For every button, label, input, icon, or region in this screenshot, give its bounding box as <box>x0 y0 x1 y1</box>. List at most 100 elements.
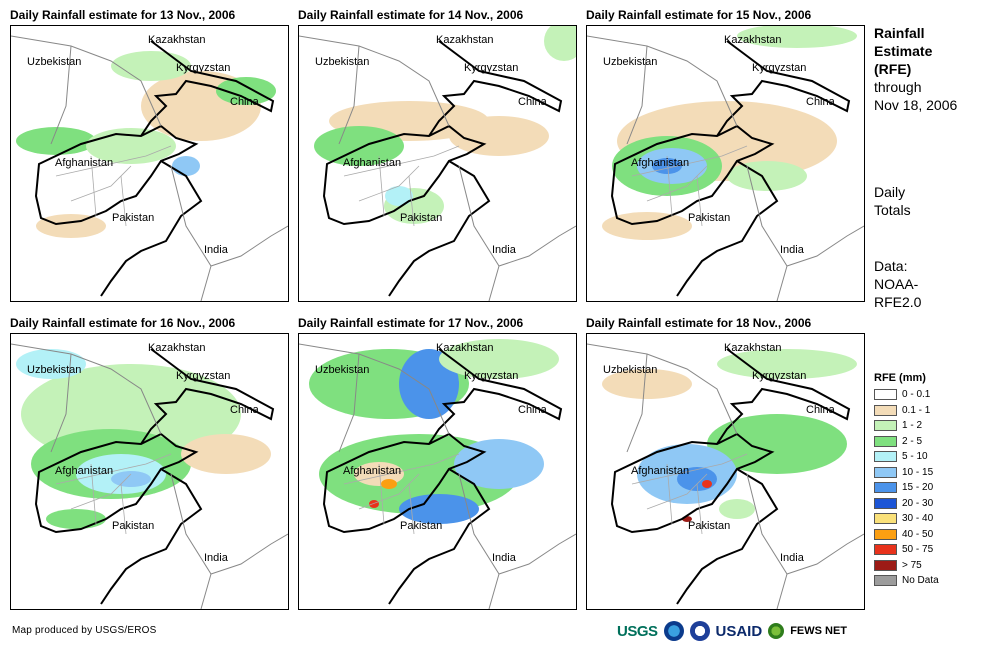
credit: Map produced by USGS/EROS <box>12 625 157 636</box>
roads <box>631 453 748 535</box>
admin-borders <box>299 35 576 301</box>
label-afghanistan: Afghanistan <box>343 157 402 169</box>
legend-item: 1 - 2 <box>874 418 939 434</box>
afghanistan-border <box>610 348 851 605</box>
label-kazakhstan: Kazakhstan <box>148 342 206 354</box>
data-label: Data: <box>874 258 908 274</box>
legend-label: > 75 <box>902 559 922 571</box>
legend-title: RFE (mm) <box>874 372 926 384</box>
label-kazakhstan: Kazakhstan <box>148 34 206 46</box>
totals-label: Totals <box>874 202 911 218</box>
label-pakistan: Pakistan <box>688 212 731 224</box>
usgs-logo: USGS <box>617 622 658 640</box>
legend-swatch <box>874 389 897 401</box>
label-pakistan: Pakistan <box>112 520 155 532</box>
label-india: India <box>492 552 516 564</box>
label-kazakhstan: Kazakhstan <box>436 342 494 354</box>
roads <box>343 145 460 227</box>
legend-swatch <box>874 528 897 540</box>
label-china: China <box>230 404 259 416</box>
roads <box>631 145 748 227</box>
admin-borders <box>11 35 288 301</box>
rain-patches <box>314 26 576 224</box>
rainfall-map: Kazakhstan Uzbekistan Kyrgyzstan China A… <box>298 333 577 610</box>
label-china: China <box>518 404 547 416</box>
label-china: China <box>518 96 547 108</box>
label-pakistan: Pakistan <box>688 520 731 532</box>
panel-title: Daily Rainfall estimate for 14 Nov., 200… <box>298 8 524 22</box>
daily-totals: Daily Totals <box>874 183 911 219</box>
rain-patches <box>602 26 857 240</box>
title-date: Nov 18, 2006 <box>874 97 958 113</box>
label-kyrgyzstan: Kyrgyzstan <box>752 370 807 382</box>
legend-swatch <box>874 466 897 478</box>
panel-title: Daily Rainfall estimate for 18 Nov., 200… <box>586 316 812 330</box>
data-source: Data: NOAA- RFE2.0 <box>874 257 921 311</box>
afghanistan-border <box>322 40 563 297</box>
title-line-1: Rainfall <box>874 25 925 41</box>
label-kyrgyzstan: Kyrgyzstan <box>464 370 519 382</box>
afghanistan-border <box>610 40 851 297</box>
afghanistan-border <box>34 40 275 297</box>
legend-swatch <box>874 404 897 416</box>
logos: USGS USAID FEWS NET <box>617 620 847 642</box>
legend-item: 20 - 30 <box>874 496 939 512</box>
admin-borders <box>587 343 864 609</box>
admin-borders <box>587 35 864 301</box>
admin-borders <box>11 343 288 609</box>
label-uzbekistan: Uzbekistan <box>315 56 370 68</box>
legend-item: 5 - 10 <box>874 449 939 465</box>
fews-net-logo: FEWS NET <box>790 625 848 637</box>
noaa-logo-icon <box>663 621 684 641</box>
label-kyrgyzstan: Kyrgyzstan <box>464 62 519 74</box>
legend-swatch <box>874 559 897 571</box>
roads <box>55 453 172 535</box>
sidebar-title: Rainfall Estimate (RFE) through Nov 18, … <box>874 24 957 114</box>
map-graphic <box>299 26 576 301</box>
legend-item: > 75 <box>874 558 939 574</box>
legend-item: 15 - 20 <box>874 480 939 496</box>
rain-patches <box>602 349 857 522</box>
legend-item: 0 - 0.1 <box>874 387 939 403</box>
legend-swatch <box>874 575 897 587</box>
legend-label: 50 - 75 <box>902 544 934 556</box>
legend-label: 0.1 - 1 <box>902 404 931 416</box>
label-kazakhstan: Kazakhstan <box>724 34 782 46</box>
label-pakistan: Pakistan <box>400 212 443 224</box>
afghanistan-border <box>34 348 275 605</box>
map-graphic <box>11 343 288 609</box>
label-kazakhstan: Kazakhstan <box>724 342 782 354</box>
panel-title: Daily Rainfall estimate for 17 Nov., 200… <box>298 316 524 330</box>
legend-swatch <box>874 435 897 447</box>
legend-items: 0 - 0.1 0.1 - 1 1 - 2 2 - 5 5 - 10 10 - 15 15 … <box>874 387 939 589</box>
rainfall-map: Kazakhstan Uzbekistan Kyrgyzstan China A… <box>10 25 289 302</box>
label-kyrgyzstan: Kyrgyzstan <box>752 62 807 74</box>
legend-swatch <box>874 482 897 494</box>
label-uzbekistan: Uzbekistan <box>315 364 370 376</box>
rain-patches <box>16 349 271 529</box>
map-graphic <box>587 26 864 301</box>
legend-item: 2 - 5 <box>874 434 939 450</box>
legend-label: 0 - 0.1 <box>902 389 931 401</box>
label-kyrgyzstan: Kyrgyzstan <box>176 62 231 74</box>
nasa-logo-icon <box>689 621 710 641</box>
label-china: China <box>230 96 259 108</box>
label-uzbekistan: Uzbekistan <box>27 364 82 376</box>
daily-label: Daily <box>874 184 906 200</box>
label-china: China <box>806 96 835 108</box>
label-pakistan: Pakistan <box>112 212 155 224</box>
label-india: India <box>780 244 804 256</box>
rainfall-map: Kazakhstan Uzbekistan Kyrgyzstan China A… <box>586 25 865 302</box>
legend-swatch <box>874 451 897 463</box>
legend-label: 10 - 15 <box>902 466 934 478</box>
title-line-3: (RFE) <box>874 61 912 77</box>
data-source-line-2: RFE2.0 <box>874 294 922 310</box>
afghanistan-border <box>322 348 563 605</box>
label-afghanistan: Afghanistan <box>55 157 114 169</box>
rain-patches <box>16 51 276 238</box>
label-kazakhstan: Kazakhstan <box>436 34 494 46</box>
label-china: China <box>806 404 835 416</box>
legend-label: 15 - 20 <box>902 482 934 494</box>
label-afghanistan: Afghanistan <box>343 465 402 477</box>
legend-swatch <box>874 420 897 432</box>
